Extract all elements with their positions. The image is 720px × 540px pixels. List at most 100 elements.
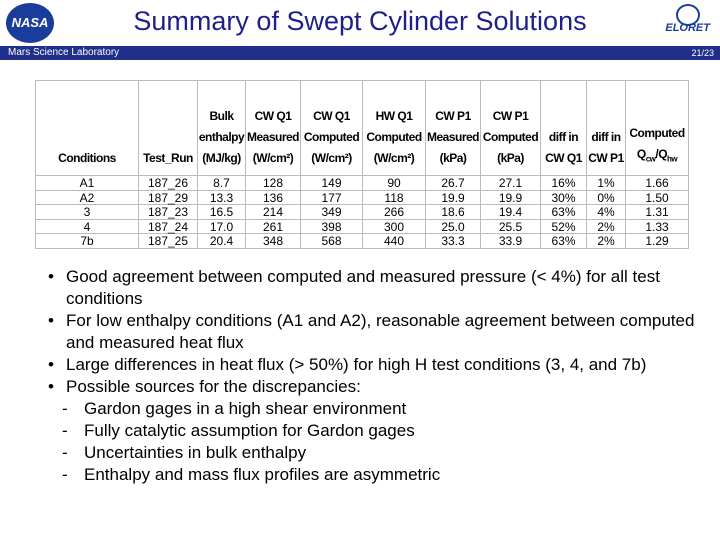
table-cell: A2 <box>36 190 139 206</box>
table-cell: 63% <box>541 234 587 249</box>
header-line: (MJ/kg) <box>202 151 241 165</box>
sub-dash: - <box>62 465 68 484</box>
sub-bullet: - Gardon gages in a high shear environmen… <box>62 398 406 420</box>
header-line: Computed <box>482 130 539 144</box>
table-cell: 1.33 <box>626 219 689 235</box>
table-cell: 90 <box>363 176 426 191</box>
table-cell: 300 <box>363 219 426 235</box>
bullet-text: Possible sources for the discrepancies: <box>66 377 361 396</box>
header-line: CW P1 <box>588 151 624 165</box>
sub-bullet-text: Gardon gages in a high shear environment <box>84 399 407 418</box>
table-cell: 16% <box>541 176 587 191</box>
header-cell: HW Q1 Computed (W/cm²) <box>363 81 426 176</box>
table-cell: 261 <box>246 219 301 235</box>
header-text: cw <box>645 154 656 163</box>
page-number: 21/23 <box>691 48 714 58</box>
table-cell: 8.7 <box>198 176 246 191</box>
header-line: (kPa) <box>497 151 524 165</box>
results-table: Conditions Test_Run Bulk enthalpy (MJ/kg) CW … <box>35 80 689 249</box>
header-cell: Computed Qcw/Qhw <box>626 81 689 176</box>
table-cell: 17.0 <box>198 219 246 235</box>
eloret-logo: ELORET <box>665 22 710 34</box>
header-line: (W/cm²) <box>311 151 352 165</box>
eloret-mark <box>676 4 700 26</box>
header-line: CW Q1 <box>545 151 582 165</box>
header-cell: CW Q1 Measured (W/cm²) <box>246 81 301 176</box>
table-cell: 33.3 <box>426 234 481 249</box>
table-cell: 398 <box>301 219 363 235</box>
header-text: hw <box>667 154 678 163</box>
header-line: (W/cm²) <box>373 151 415 165</box>
table-cell: 0% <box>587 190 626 206</box>
bullet-text: Good agreement between computed and meas… <box>66 267 660 308</box>
table-cell: 27.1 <box>481 176 541 191</box>
table-cell: 3 <box>36 205 139 220</box>
header-line: Computed <box>629 125 685 140</box>
table-cell: 19.9 <box>481 190 541 206</box>
table-cell: 266 <box>363 205 426 220</box>
header-line: Conditions <box>58 151 116 165</box>
subtitle: Mars Science Laboratory <box>8 47 120 58</box>
sub-dash: - <box>62 443 68 462</box>
table-cell: 118 <box>363 190 426 206</box>
table-cell: 52% <box>541 219 587 235</box>
table-cell: 19.4 <box>481 205 541 220</box>
table-cell: 7b <box>36 234 139 249</box>
sub-bullet-text: Uncertainties in bulk enthalpy <box>84 443 307 462</box>
header-line: Bulk <box>209 109 234 123</box>
table-cell: 13.3 <box>198 190 246 206</box>
table-cell: 568 <box>301 234 363 249</box>
table-cell: 1.50 <box>626 190 689 206</box>
table-cell: 128 <box>246 176 301 191</box>
nasa-logo: NASA <box>6 3 54 43</box>
header-cell: CW Q1 Computed (W/cm²) <box>301 81 363 176</box>
bullet-dot: • <box>48 355 54 374</box>
table-cell: 187_26 <box>139 176 198 191</box>
header-cell: CW P1 Computed (kPa) <box>481 81 541 176</box>
bullet-dot: • <box>48 311 54 330</box>
table-cell: 177 <box>301 190 363 206</box>
table-cell: 20.4 <box>198 234 246 249</box>
header-cell: Bulk enthalpy (MJ/kg) <box>198 81 246 176</box>
header-line: diff in <box>591 130 621 144</box>
table-cell: 1% <box>587 176 626 191</box>
table-cell: 187_25 <box>139 234 198 249</box>
bullet-text: Large differences in heat flux (> 50%) f… <box>66 355 647 374</box>
table-cell: 4 <box>36 219 139 235</box>
header-cell: CW P1 Measured (kPa) <box>426 81 481 176</box>
table-cell: 149 <box>301 176 363 191</box>
header-line: (W/cm²) <box>252 151 294 165</box>
bullet: • Large differences in heat flux (> 50%) … <box>48 354 698 376</box>
bullet-text: For low enthalpy conditions (A1 and A2),… <box>66 311 695 352</box>
header-line: Test_Run <box>143 151 193 165</box>
header-line: enthalpy <box>198 130 245 144</box>
table-cell: 348 <box>246 234 301 249</box>
table-cell: 30% <box>541 190 587 206</box>
table-cell: 349 <box>301 205 363 220</box>
header-line: Computed <box>303 130 360 144</box>
slide-title: Summary of Swept Cylinder Solutions <box>133 6 587 36</box>
table-cell: 187_23 <box>139 205 198 220</box>
header-line: CW Q1 <box>313 109 350 123</box>
header-cell: diff in CW P1 <box>587 81 626 176</box>
table-cell: 187_29 <box>139 190 198 206</box>
bullet: • Possible sources for the discrepancies: <box>48 376 698 398</box>
header-line: CW Q1 <box>254 109 292 123</box>
header-band: Mars Science Laboratory 21/23 <box>0 46 720 60</box>
header-line: Computed <box>366 130 422 144</box>
table-cell: 33.9 <box>481 234 541 249</box>
table-cell: 1.29 <box>626 234 689 249</box>
bullet-dot: • <box>48 267 54 286</box>
table-cell: 18.6 <box>426 205 481 220</box>
header-line: Qcw/Qhw <box>626 144 688 169</box>
table-cell: 2% <box>587 234 626 249</box>
header-cell: Test_Run <box>139 81 198 176</box>
header-line: CW P1 <box>492 109 529 123</box>
bullet: • Good agreement between computed and mea… <box>48 266 698 310</box>
header-line: Measured <box>246 130 300 144</box>
bullet-dot: • <box>48 377 54 396</box>
table-cell: 25.0 <box>426 219 481 235</box>
sub-bullet: - Enthalpy and mass flux profiles are asy… <box>62 464 440 486</box>
table-cell: 63% <box>541 205 587 220</box>
table-cell: 2% <box>587 219 626 235</box>
